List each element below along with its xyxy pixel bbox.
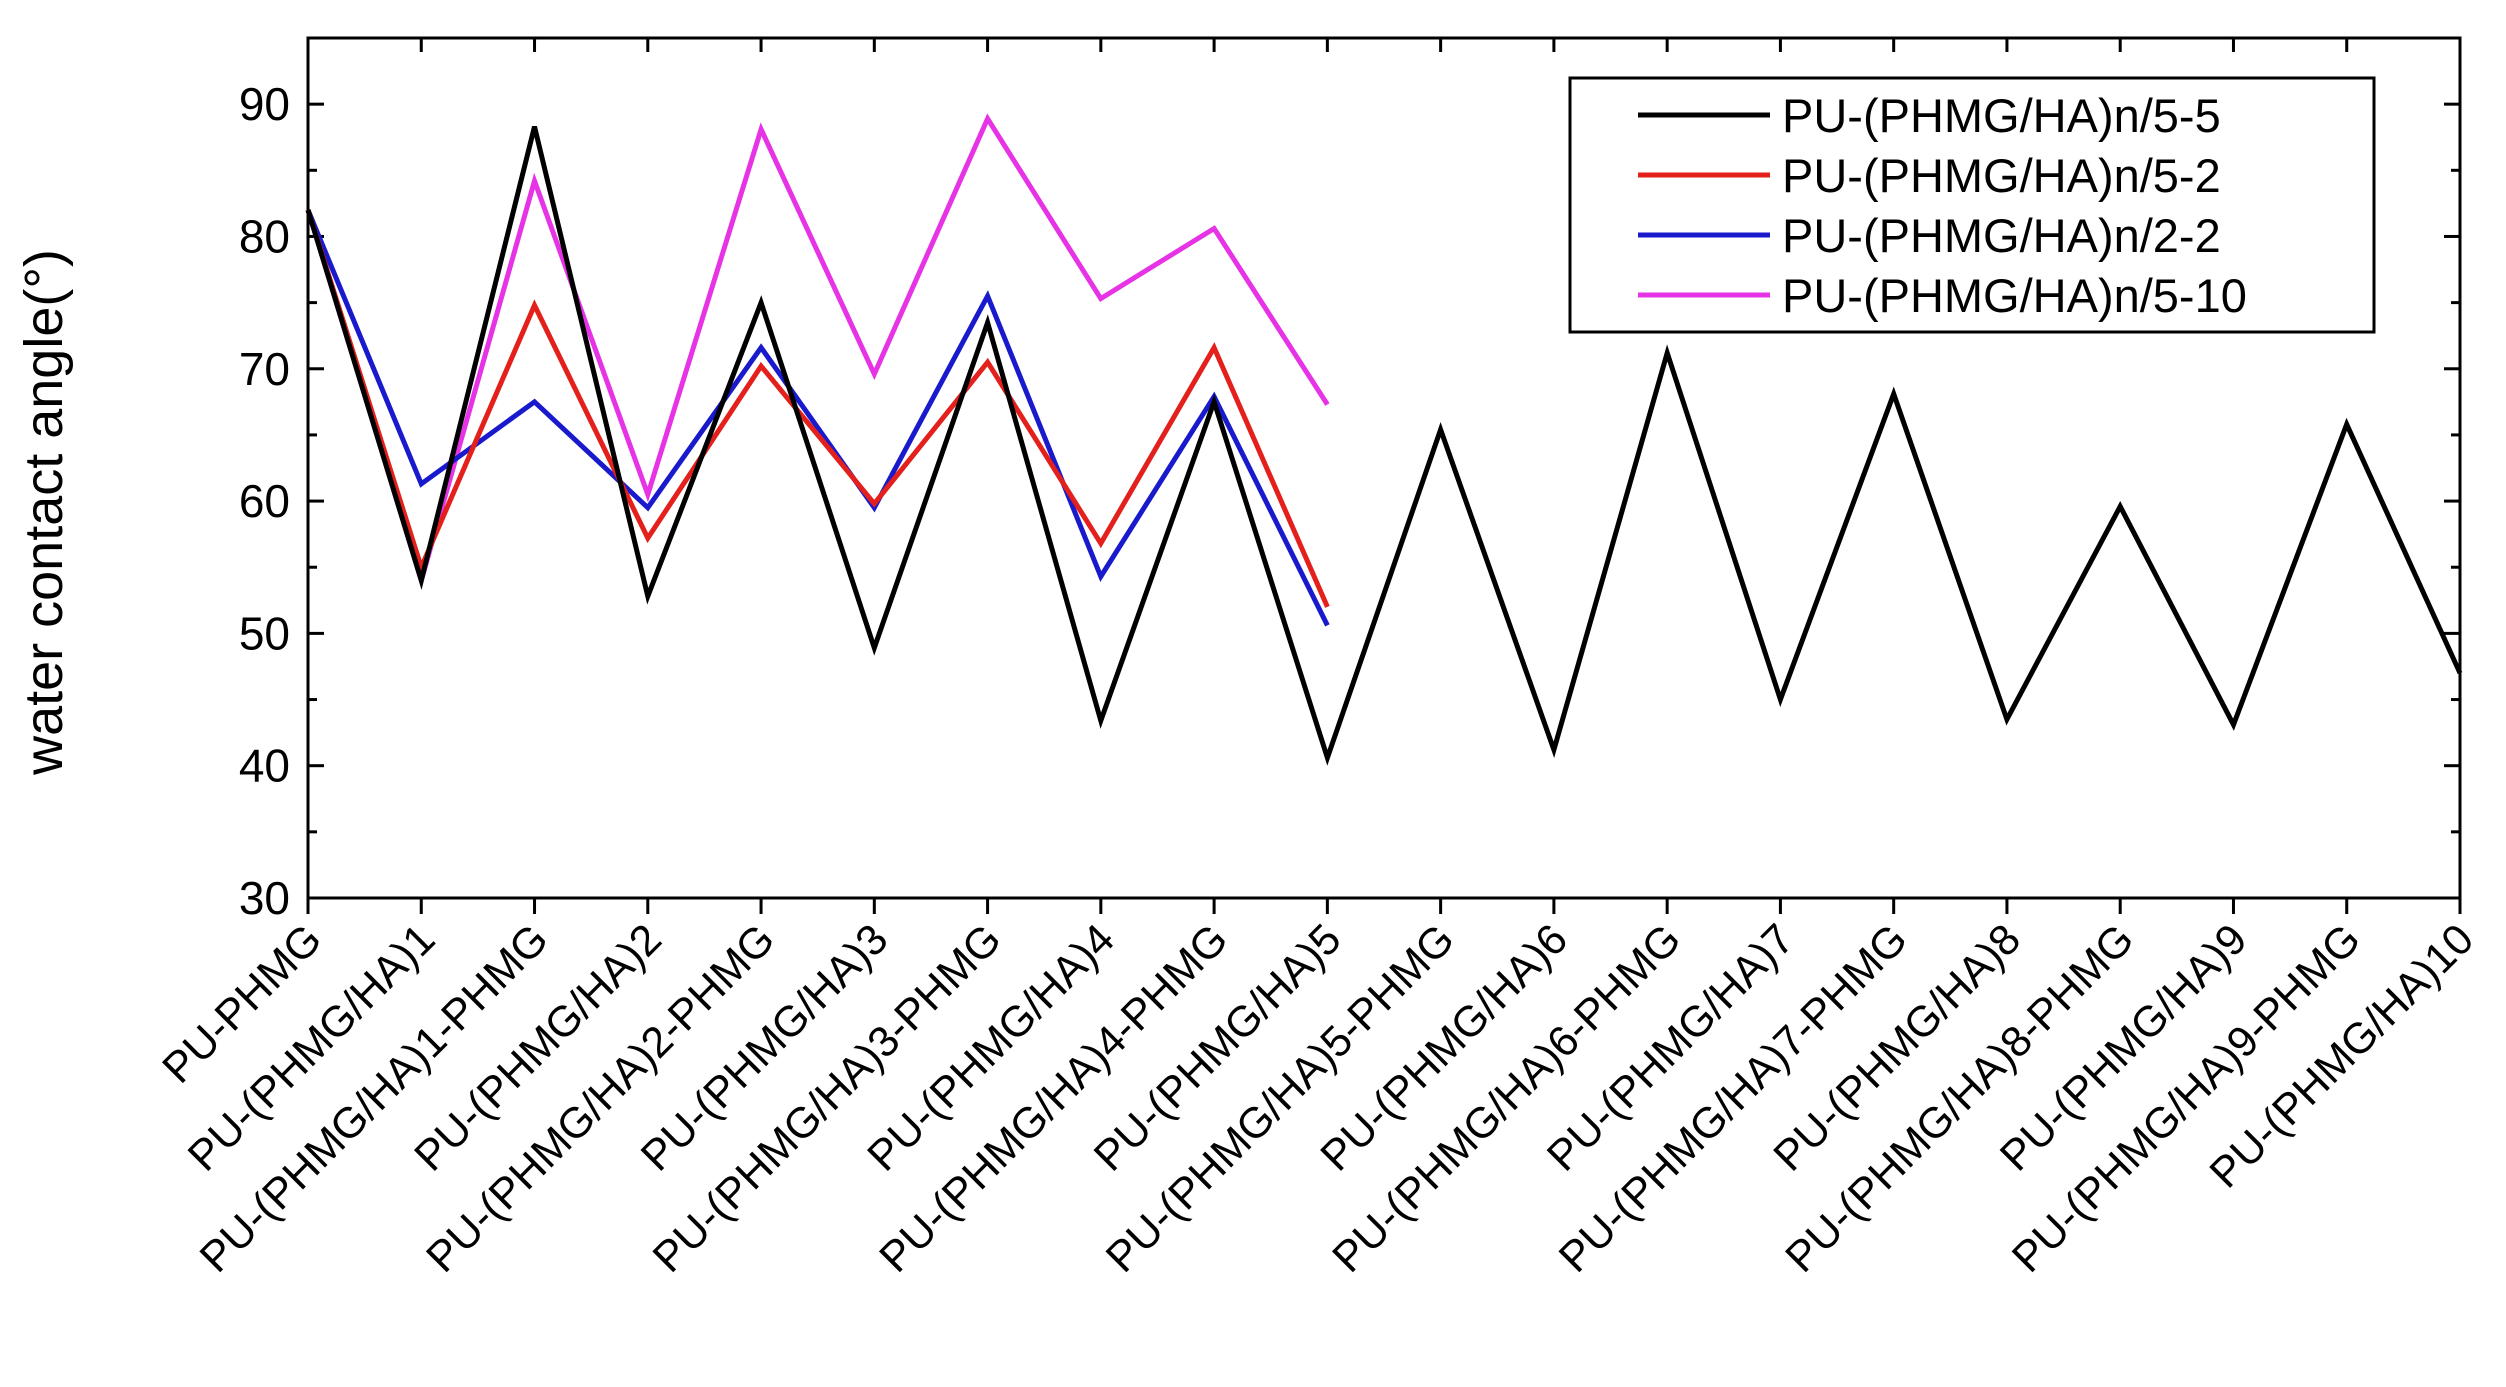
y-tick-label: 60 bbox=[239, 475, 290, 527]
y-tick-label: 80 bbox=[239, 210, 290, 262]
y-tick-label: 50 bbox=[239, 607, 290, 659]
legend-label: PU-(PHMG/HA)n/5-5 bbox=[1782, 89, 2221, 142]
legend-box bbox=[1568, 76, 2376, 334]
series-line-4 bbox=[305, 113, 1330, 590]
y-tick-label: 30 bbox=[239, 872, 290, 924]
legend: PU-(PHMG/HA)n/5-5 PU-(PHMG/HA)n/5-2 PU-(PH… bbox=[1568, 76, 2376, 334]
legend-label: PU-(PHMG/HA)n/5-10 bbox=[1782, 269, 2247, 322]
y-axis-label: water contact angle(°) bbox=[14, 249, 74, 776]
legend-label: PU-(PHMG/HA)n/5-2 bbox=[1782, 149, 2221, 202]
plot-frame bbox=[306, 36, 2462, 900]
legend-label: PU-(PHMG/HA)n/2-2 bbox=[1782, 209, 2221, 262]
series-line-3 bbox=[305, 209, 1330, 627]
axes-group: 30405060708090PU-PHMGPU-(PHMG/HA)1PU-(PH… bbox=[154, 36, 2483, 1282]
y-tick-label: 70 bbox=[239, 343, 290, 395]
series-line-2 bbox=[305, 209, 1330, 608]
y-tick-label: 90 bbox=[239, 78, 290, 130]
series-group bbox=[305, 113, 2463, 766]
series-line-1 bbox=[305, 125, 2463, 766]
y-tick-label: 40 bbox=[239, 740, 290, 792]
